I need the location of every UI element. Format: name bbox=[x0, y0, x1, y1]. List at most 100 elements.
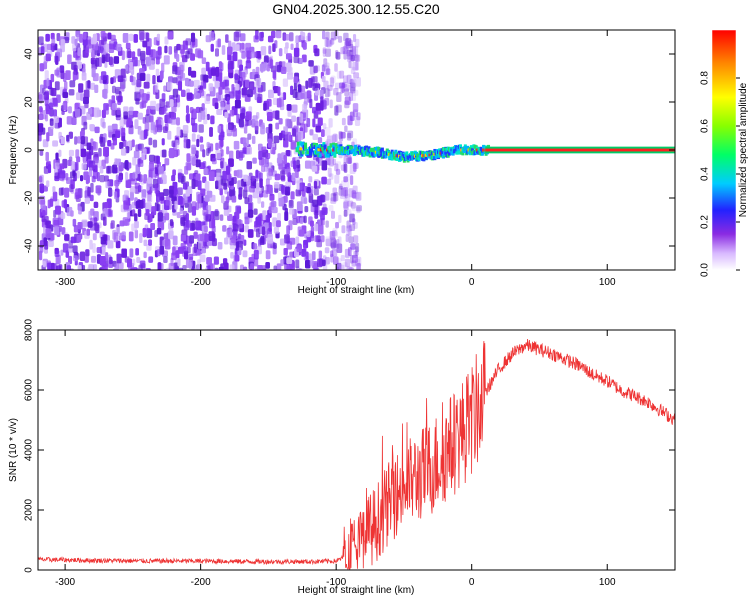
heatmap-cell bbox=[326, 178, 332, 185]
heatmap-cell bbox=[290, 43, 294, 50]
heatmap-cell bbox=[168, 263, 175, 270]
heatmap-cell bbox=[142, 116, 147, 124]
heatmap-cell bbox=[129, 248, 134, 258]
heatmap-cell bbox=[346, 266, 353, 270]
heatmap-cell bbox=[151, 269, 157, 270]
heatmap-cell bbox=[351, 79, 355, 87]
heatmap-cell bbox=[235, 205, 241, 214]
heatmap-cell bbox=[340, 264, 345, 270]
heatmap-cell bbox=[240, 72, 246, 82]
heatmap-cell bbox=[173, 149, 178, 158]
heatmap-cell bbox=[85, 47, 89, 57]
heatmap-cell bbox=[339, 82, 345, 89]
heatmap-cell bbox=[365, 145, 369, 150]
heatmap-cell bbox=[202, 160, 207, 168]
heatmap-cell bbox=[352, 162, 359, 170]
heatmap-cell bbox=[105, 53, 110, 63]
heatmap-cell bbox=[334, 231, 338, 238]
heatmap-cell bbox=[265, 261, 270, 269]
heatmap-cell bbox=[104, 61, 108, 68]
snr-y-tick-label: 0 bbox=[24, 567, 35, 573]
heatmap-cell bbox=[76, 61, 82, 69]
heatmap-cell bbox=[179, 207, 183, 215]
heatmap-cell bbox=[401, 156, 405, 161]
heatmap-cell bbox=[224, 237, 229, 245]
heatmap-cell bbox=[111, 85, 116, 94]
heatmap-cell bbox=[203, 168, 209, 175]
heatmap-cell bbox=[343, 163, 348, 173]
heatmap-cell bbox=[325, 236, 331, 244]
heatmap-cell bbox=[98, 46, 104, 53]
heatmap-cell bbox=[463, 146, 467, 151]
heatmap-cell bbox=[334, 240, 339, 247]
heatmap-cell bbox=[344, 125, 348, 133]
heatmap-cell bbox=[322, 259, 326, 267]
heatmap-cell bbox=[80, 148, 87, 158]
heatmap-cell bbox=[343, 176, 348, 183]
heatmap-cell bbox=[308, 176, 313, 183]
heatmap-cell bbox=[217, 242, 223, 250]
heatmap-cell bbox=[136, 79, 142, 88]
heatmap-cell bbox=[356, 205, 362, 212]
heatmap-cell bbox=[96, 247, 103, 254]
heatmap-cell bbox=[330, 75, 336, 84]
heatmap-cell bbox=[235, 150, 240, 159]
heatmap-cell bbox=[168, 148, 175, 159]
heatmap-cell bbox=[227, 60, 234, 70]
heatmap-cell bbox=[300, 32, 306, 41]
heatmap-cell bbox=[348, 61, 352, 69]
heatmap-cell bbox=[343, 198, 347, 205]
heatmap-cell bbox=[280, 259, 284, 266]
heatmap-cell bbox=[238, 118, 244, 128]
heatmap-cell bbox=[244, 197, 250, 205]
heatmap-cell bbox=[224, 102, 231, 111]
heatmap-cell bbox=[302, 269, 306, 270]
heatmap-cell bbox=[242, 250, 248, 258]
heatmap-cell bbox=[353, 235, 359, 243]
snr-x-tick-label: 100 bbox=[599, 577, 616, 588]
heatmap-cell bbox=[58, 187, 64, 196]
heatmap-cell bbox=[41, 215, 46, 223]
heatmap-cell bbox=[321, 75, 326, 83]
heatmap-cell bbox=[295, 269, 300, 270]
heatmap-cell bbox=[157, 212, 164, 222]
heatmap-cell bbox=[324, 127, 331, 136]
heatmap-cell bbox=[367, 146, 371, 151]
heatmap-cell bbox=[138, 30, 145, 41]
heatmap-cell bbox=[330, 197, 337, 204]
heatmap-cell bbox=[351, 190, 357, 199]
heatmap-cell bbox=[59, 170, 66, 179]
heatmap-cell bbox=[344, 96, 351, 105]
heatmap-cell bbox=[142, 40, 148, 48]
heatmap-cell bbox=[156, 193, 160, 203]
heatmap-cell bbox=[456, 146, 460, 151]
heatmap-cell bbox=[199, 254, 206, 263]
heatmap-cell bbox=[239, 150, 245, 158]
heatmap-cell bbox=[261, 146, 267, 153]
heatmap-cell bbox=[168, 230, 174, 240]
heatmap-cell bbox=[348, 156, 353, 164]
heatmap-cell bbox=[182, 124, 189, 134]
heatmap-cell bbox=[190, 53, 195, 61]
heatmap-cell bbox=[71, 117, 77, 125]
heatmap-cell bbox=[347, 228, 352, 237]
heatmap-cell bbox=[154, 164, 159, 175]
heatmap-cell bbox=[89, 194, 94, 202]
heatmap-cell bbox=[54, 162, 60, 170]
heatmap-cell bbox=[322, 30, 326, 40]
colorbar-tick-label: 0.4 bbox=[700, 167, 711, 181]
heatmap-cell bbox=[54, 226, 60, 236]
heatmap-cell bbox=[81, 269, 85, 270]
heatmap-cell bbox=[116, 253, 122, 264]
heatmap-cell bbox=[308, 151, 312, 156]
spectrogram-x-title: Height of straight line (km) bbox=[298, 285, 415, 296]
heatmap-cell bbox=[75, 149, 80, 159]
heatmap-cell bbox=[47, 262, 52, 270]
heatmap-cell bbox=[195, 220, 201, 231]
heatmap-cell bbox=[355, 246, 359, 256]
heatmap-cell bbox=[292, 218, 298, 225]
spectrogram-x-tick-label: -300 bbox=[55, 277, 75, 288]
heatmap-cell bbox=[121, 248, 127, 258]
heatmap-cell bbox=[286, 257, 293, 264]
heatmap-cell bbox=[50, 73, 55, 83]
